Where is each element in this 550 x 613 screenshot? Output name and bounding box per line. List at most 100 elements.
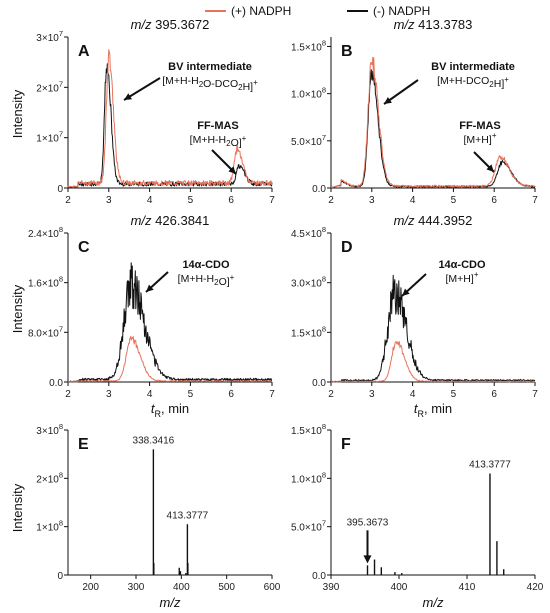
x-tick-label: 600: [264, 582, 281, 593]
y-tick-label: 2×107: [36, 79, 63, 94]
y-tick-label: 1.5×108: [291, 324, 326, 339]
panel-C: 0.0 8.0×107 1.6×108 2.4×108 2 3 4 5 6 7 Cm/z 426.3…: [28, 213, 275, 400]
panel-title: m/z 395.3672: [131, 17, 210, 32]
x-tick-label: 2: [328, 389, 334, 400]
x-tick-label: 4: [410, 389, 416, 400]
y-tick-label: 0.0: [312, 184, 326, 195]
x-tick-label: 410: [459, 582, 476, 593]
x-tick-label: 4: [147, 389, 153, 400]
legend: (+) NADPH (-) NADPH: [205, 4, 430, 18]
peak-label: 413.3777: [167, 510, 209, 521]
annotation-arrowhead: [402, 288, 410, 296]
series-line-minus: [67, 262, 273, 383]
x-tick-label: 300: [128, 582, 145, 593]
x-tick-label: 5: [188, 389, 194, 400]
y-tick-label: 1.5×108: [291, 38, 326, 53]
y-tick-label: 5.0×107: [291, 519, 326, 534]
x-axis-label-D: tR, min: [414, 401, 452, 419]
panel-title: m/z 413.3783: [394, 17, 473, 32]
annotation-title: 14α-CDO: [438, 259, 486, 271]
series-line-minus: [330, 274, 536, 383]
x-tick-label: 3: [369, 389, 375, 400]
annotation-title: BV intermediate: [431, 61, 515, 73]
annotation-title: FF-MAS: [459, 120, 501, 132]
panel-title: m/z 426.3841: [131, 213, 210, 228]
x-axis-label-E: m/z: [160, 595, 181, 610]
x-tick-label: 3: [106, 389, 112, 400]
y-tick-label: 1.5×108: [291, 422, 326, 437]
peak-label: 395.3673: [347, 517, 389, 528]
x-tick-label: 4: [147, 195, 153, 206]
x-tick-label: 2: [328, 195, 334, 206]
annotation-arrowhead: [384, 97, 392, 104]
y-tick-label: 1.0×108: [291, 86, 326, 101]
panel-A: 0 1×107 2×107 3×107 2 3 4 5 6 7 Am/z 395.3672 BV in…: [36, 17, 275, 206]
series-line-minus: [330, 69, 536, 189]
annotation-title: 14α-CDO: [182, 259, 230, 271]
panel-label: E: [78, 436, 89, 453]
legend-label-plus: (+) NADPH: [231, 4, 291, 18]
panel-D: 0.0 1.5×108 3.0×108 4.5×108 2 3 4 5 6 7 Dm/z 444.3…: [291, 213, 538, 400]
annotation-arrowhead: [146, 284, 154, 292]
x-tick-label: 390: [323, 582, 340, 593]
y-tick-label: 0: [57, 184, 63, 195]
panel-B: 0.0 5.0×107 1.0×108 1.5×108 2 3 4 5 6 7 Bm/z 413.3…: [291, 17, 538, 206]
x-tick-label: 2: [65, 389, 71, 400]
x-tick-label: 3: [106, 195, 112, 206]
x-tick-label: 200: [82, 582, 99, 593]
annotation-arrowhead: [124, 93, 132, 100]
x-tick-label: 5: [451, 389, 457, 400]
legend-label-minus: (-) NADPH: [373, 4, 430, 18]
panel-label: D: [341, 239, 353, 256]
y-tick-label: 0.0: [49, 378, 63, 389]
x-tick-label: 5: [188, 195, 194, 206]
y-axis-label-row3: Intensity: [10, 483, 25, 532]
peak-arrowhead: [363, 555, 372, 564]
y-tick-label: 0.0: [312, 378, 326, 389]
x-tick-label: 7: [532, 195, 538, 206]
x-axis-label-F: m/z: [423, 595, 444, 610]
annotation-formula: [M+H]+: [446, 270, 479, 285]
panel-title: m/z 444.3952: [394, 213, 473, 228]
y-tick-label: 0.0: [312, 571, 326, 582]
peak-label: 338.3416: [133, 435, 175, 446]
x-tick-label: 7: [269, 195, 275, 206]
x-tick-label: 6: [491, 389, 497, 400]
x-tick-label: 6: [491, 195, 497, 206]
x-tick-label: 6: [228, 389, 234, 400]
x-tick-label: 6: [228, 195, 234, 206]
annotation-title: BV intermediate: [168, 61, 252, 73]
y-axis-label-row1: Intensity: [10, 89, 25, 138]
annotation-formula: [M+H-H2O]+: [190, 134, 247, 149]
x-tick-label: 3: [369, 195, 375, 206]
panel-F: 0.0 5.0×107 1.0×108 1.5×108 390 400 410 420 F 413…: [291, 422, 544, 593]
panel-E: 0 1×108 2×108 3×108 200 300 400 500 600 E 338.3416…: [36, 422, 280, 593]
x-tick-label: 5: [451, 195, 457, 206]
annotation-title: FF-MAS: [197, 120, 239, 132]
y-tick-label: 1×107: [36, 130, 63, 145]
series-line-plus: [331, 56, 536, 188]
y-tick-label: 3×107: [36, 29, 63, 44]
x-tick-label: 400: [173, 582, 190, 593]
y-tick-label: 8.0×107: [28, 324, 63, 339]
annotation-formula: [M+H-H2O]+: [178, 273, 235, 288]
y-tick-label: 1.6×108: [28, 275, 63, 290]
peak-label: 413.3777: [469, 460, 511, 471]
series-line-plus: [67, 49, 273, 188]
y-tick-label: 2.4×108: [28, 225, 63, 240]
series-line-plus: [67, 335, 273, 383]
annotation-formula: [M+H-H2O-DCO2H]+: [162, 75, 258, 93]
x-tick-label: 420: [527, 582, 544, 593]
x-tick-label: 7: [532, 389, 538, 400]
annotation-arrowhead: [486, 164, 494, 172]
y-tick-label: 0: [57, 571, 63, 582]
y-tick-label: 4.5×108: [291, 225, 326, 240]
y-tick-label: 1.0×108: [291, 470, 326, 485]
x-tick-label: 2: [65, 195, 71, 206]
panel-label: F: [341, 436, 351, 453]
series-line-plus: [330, 341, 536, 383]
x-tick-label: 4: [410, 195, 416, 206]
annotation-arrowhead: [228, 166, 236, 174]
y-tick-label: 3.0×108: [291, 275, 326, 290]
